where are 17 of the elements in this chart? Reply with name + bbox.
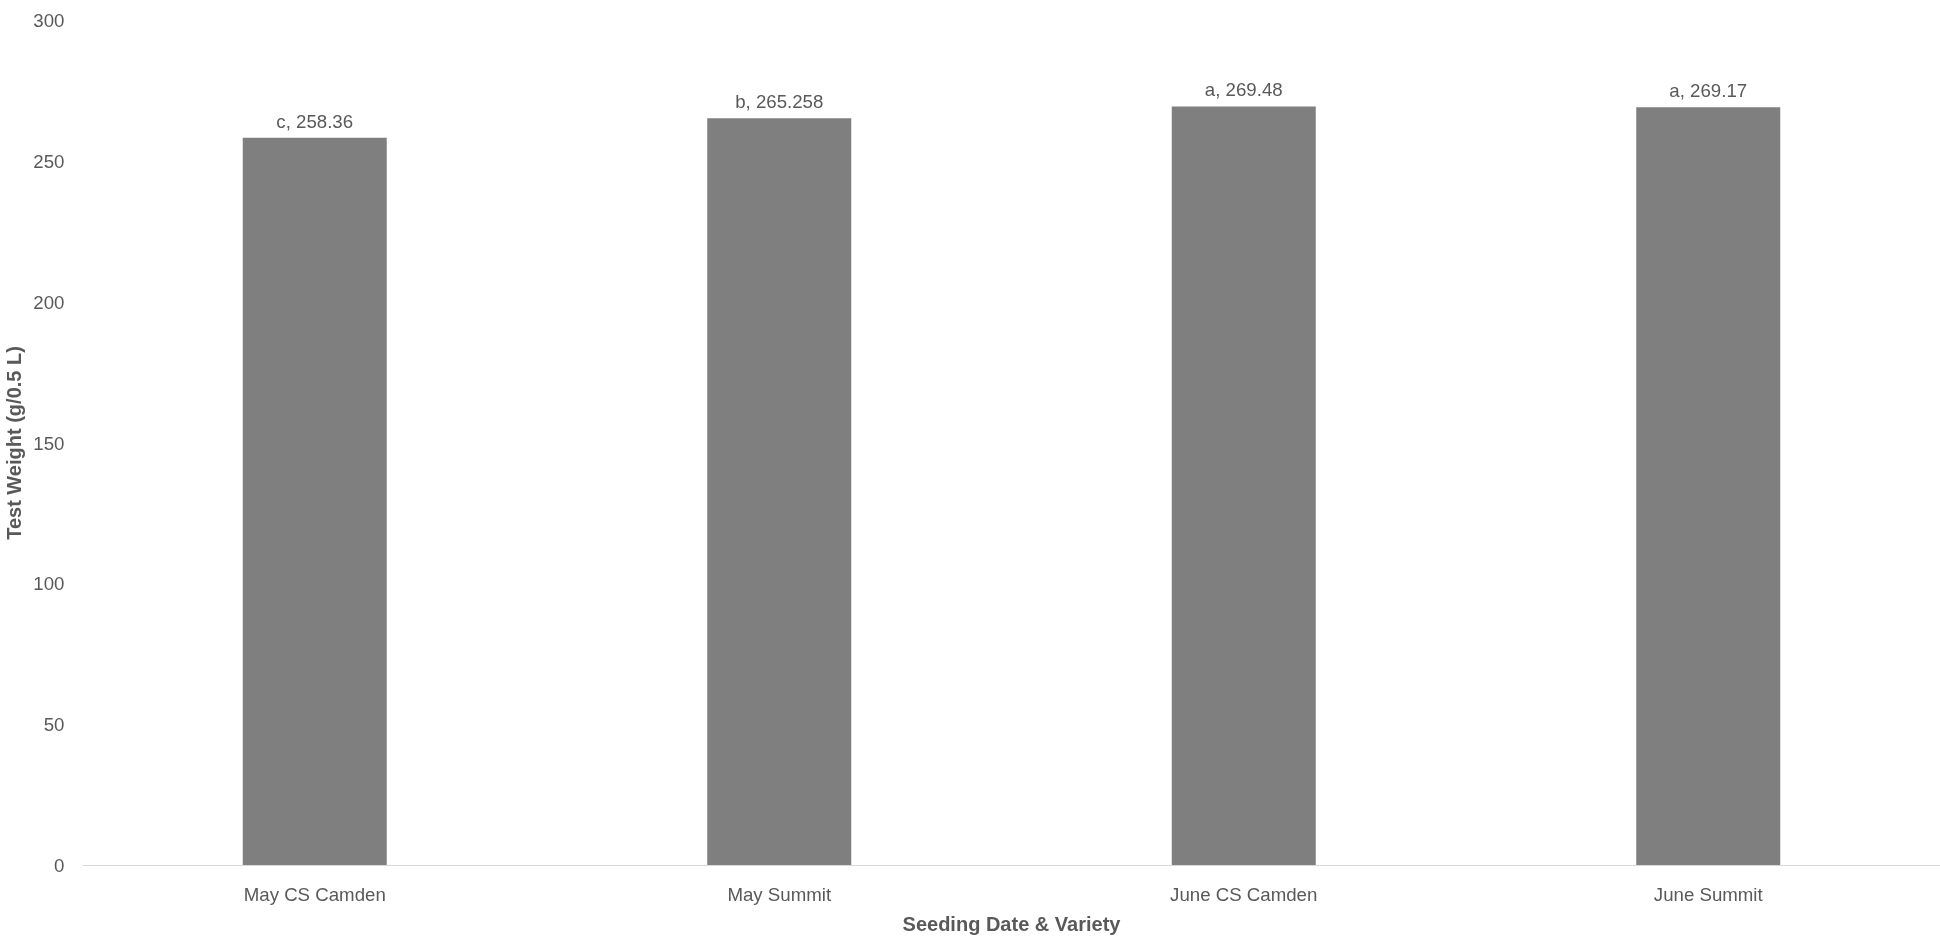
data-label: b, 265.258 (735, 91, 824, 113)
x-axis-title: Seeding Date & Variety (902, 912, 1122, 935)
y-tick-label: 150 (33, 432, 65, 454)
y-tick-label: 250 (33, 150, 65, 172)
x-tick-label: June CS Camden (1170, 883, 1318, 905)
data-label: c, 258.36 (276, 110, 354, 132)
y-axis-title: Test Weight (g/0.5 L) (3, 346, 26, 540)
x-tick-label: May Summit (727, 883, 832, 905)
y-tick-label: 100 (33, 573, 65, 595)
data-label: a, 269.48 (1204, 79, 1283, 101)
data-label: a, 269.17 (1669, 80, 1748, 102)
x-tick-label: May CS Camden (243, 883, 386, 905)
y-tick-label: 200 (33, 291, 65, 313)
y-tick-label: 0 (54, 855, 65, 876)
y-tick-label: 300 (33, 10, 65, 31)
y-tick-label: 50 (43, 714, 65, 736)
x-tick-label: June Summit (1653, 883, 1764, 905)
